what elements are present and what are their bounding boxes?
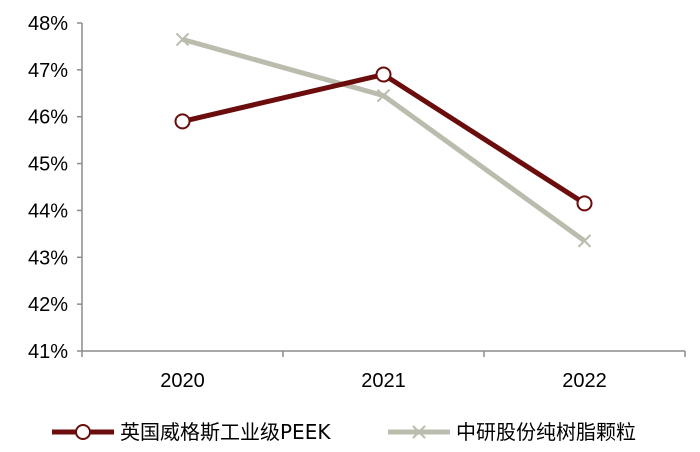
legend-item-0: 英国威格斯工业级PEEK — [52, 420, 331, 444]
y-axis: 41% 42% 43% 44% 45% 46% 47% 48% — [28, 13, 83, 363]
data-point — [576, 195, 593, 212]
x-tick-label: 2022 — [562, 370, 607, 392]
data-point — [174, 113, 191, 130]
y-tick-label: 41% — [28, 341, 68, 363]
data-point — [375, 66, 392, 83]
data-point — [577, 234, 592, 248]
legend-item-1: 中研股份纯树脂颗粒 — [388, 420, 636, 444]
data-point — [175, 32, 190, 47]
x-axis: 2020 2021 2022 — [81, 350, 686, 392]
y-tick-label: 42% — [28, 294, 68, 316]
series-layer — [174, 32, 593, 248]
y-tick-label: 47% — [28, 60, 68, 82]
y-tick-label: 45% — [28, 154, 68, 176]
y-tick-label: 46% — [28, 107, 68, 129]
legend-label: 英国威格斯工业级PEEK — [120, 420, 331, 444]
legend-label: 中研股份纯树脂颗粒 — [456, 420, 636, 444]
data-point — [376, 88, 391, 103]
y-tick-label: 44% — [28, 200, 68, 222]
legend: 英国威格斯工业级PEEK 中研股份纯树脂颗粒 — [52, 420, 636, 444]
legend-marker — [75, 424, 91, 440]
y-tick-label: 48% — [28, 13, 68, 35]
x-tick-label: 2020 — [160, 370, 205, 392]
x-tick-label: 2021 — [361, 370, 406, 392]
y-tick-label: 43% — [28, 247, 68, 269]
